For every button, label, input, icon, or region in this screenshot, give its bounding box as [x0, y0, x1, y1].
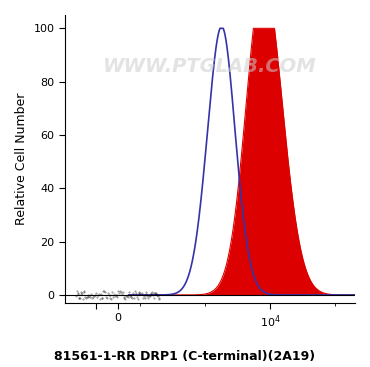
Text: WWW.PTGLAB.COM: WWW.PTGLAB.COM	[103, 57, 317, 76]
Y-axis label: Relative Cell Number: Relative Cell Number	[15, 93, 28, 225]
Text: 81561-1-RR DRP1 (C-terminal)(2A19): 81561-1-RR DRP1 (C-terminal)(2A19)	[54, 350, 316, 363]
